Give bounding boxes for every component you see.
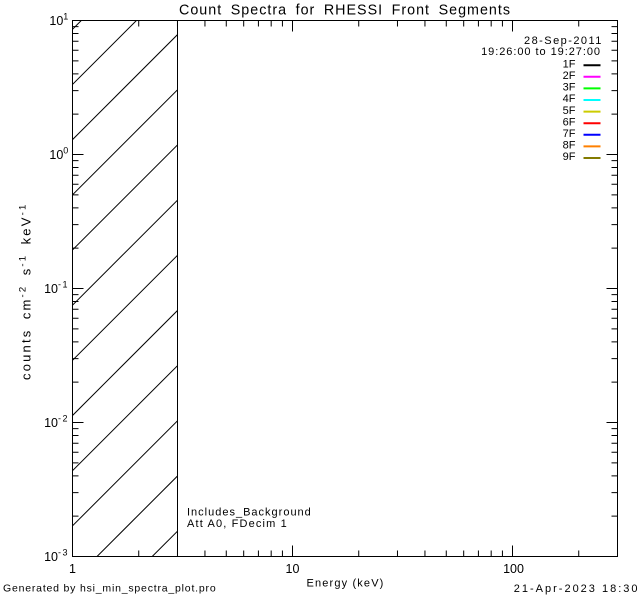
svg-text:21-Apr-2023 18:30: 21-Apr-2023 18:30 [514, 583, 640, 595]
svg-text:28-Sep-2011: 28-Sep-2011 [524, 35, 603, 47]
svg-text:Energy (keV): Energy (keV) [307, 578, 385, 590]
svg-text:Includes_Background: Includes_Background [187, 507, 312, 519]
svg-text:1: 1 [69, 562, 76, 576]
svg-text:100: 100 [503, 562, 524, 576]
svg-text:3F: 3F [563, 82, 576, 94]
svg-text:1F: 1F [563, 58, 576, 70]
svg-text:5F: 5F [563, 105, 576, 117]
svg-text:Att A0, FDecim 1: Att A0, FDecim 1 [187, 518, 288, 530]
svg-text:9F: 9F [563, 151, 576, 163]
svg-text:Count Spectra for RHESSI Front: Count Spectra for RHESSI Front Segments [179, 3, 511, 19]
svg-text:counts cm-2 s-1 keV-1: counts cm-2 s-1 keV-1 [18, 203, 34, 380]
svg-text:8F: 8F [563, 140, 576, 152]
svg-text:7F: 7F [563, 128, 576, 140]
svg-text:Generated by hsi_min_spectra_p: Generated by hsi_min_spectra_plot.pro [3, 583, 216, 595]
svg-text:4F: 4F [563, 93, 576, 105]
svg-text:10: 10 [286, 562, 300, 576]
svg-text:2F: 2F [563, 70, 576, 82]
svg-text:6F: 6F [563, 116, 576, 128]
svg-text:19:26:00 to 19:27:00: 19:26:00 to 19:27:00 [481, 46, 601, 58]
